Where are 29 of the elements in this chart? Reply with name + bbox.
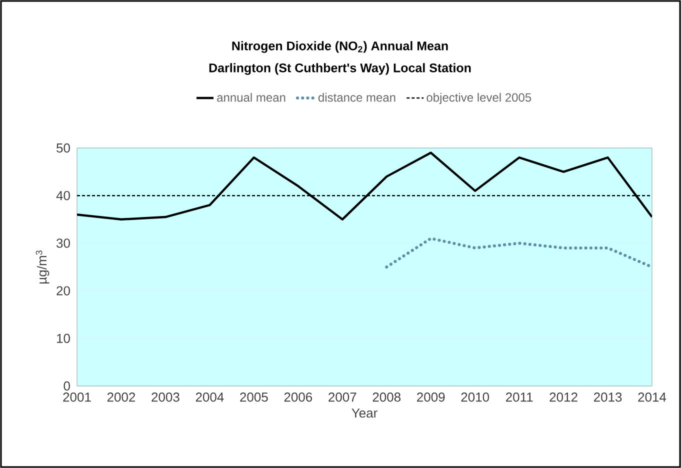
y-tick-label: 50 — [56, 143, 70, 153]
y-axis-title: µg/m$^{3}$ — [36, 250, 50, 284]
x-tick-label: 2001 — [63, 392, 91, 402]
x-tick-label: 2009 — [417, 392, 445, 402]
line-series — [385, 236, 652, 268]
chart-title: Nitrogen Dioxide (NO$_{2}$) Annual Mean — [232, 41, 448, 53]
y-tick-label: 10 — [57, 334, 70, 343]
legend-label: objective level 2005 — [426, 92, 532, 104]
y-tick-label: 40 — [56, 190, 70, 200]
x-tick-label: 2003 — [152, 392, 180, 402]
x-tick-label: 2006 — [284, 392, 312, 402]
line-series — [77, 152, 652, 220]
x-tick-label: 2014 — [638, 392, 666, 402]
x-tick-label: 2007 — [328, 392, 356, 402]
x-tick-label: 2002 — [107, 392, 136, 402]
x-tick-label: 2004 — [196, 392, 224, 402]
y-tick-label: 0 — [64, 381, 70, 391]
chart-subtitle: Darlington (St Cuthbert's Way) Local Station — [209, 63, 471, 75]
x-tick-label: 2011 — [506, 392, 533, 402]
x-tick-label: 2010 — [461, 392, 490, 402]
x-axis-title: Year — [352, 408, 378, 418]
y-tick-label: 20 — [56, 286, 70, 296]
legend-label: distance mean — [318, 92, 396, 102]
x-tick-label: 2008 — [372, 392, 401, 402]
x-tick-label: 2013 — [594, 392, 622, 402]
y-tick-label: 30 — [56, 238, 70, 248]
legend-label: annual mean — [217, 92, 286, 102]
x-tick-label: 2005 — [240, 392, 268, 402]
x-tick-label: 2012 — [550, 392, 578, 402]
